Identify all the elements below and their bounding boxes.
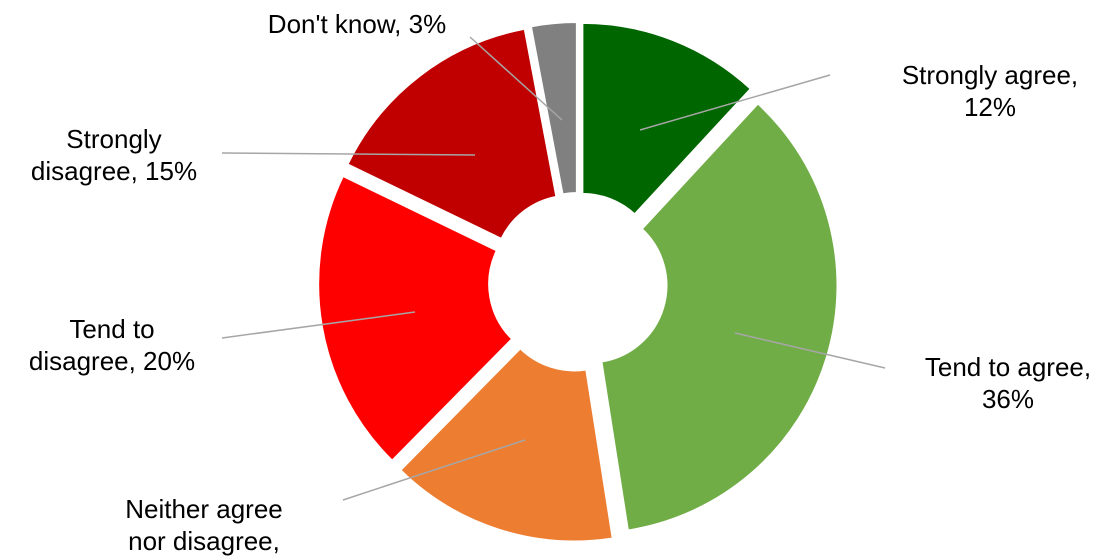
data-label: Neither agree nor disagree,: [125, 494, 283, 556]
data-label-line: Neither agree: [125, 494, 283, 524]
data-label: Don't know, 3%: [268, 9, 446, 39]
data-label-line: Don't know, 3%: [268, 9, 446, 39]
slice-neither-agree-nor-disagree: [398, 346, 614, 543]
chart-leader-lines: [221, 36, 886, 501]
data-label-line: Strongly agree,: [902, 60, 1078, 90]
data-label: Tend to disagree, 20%: [29, 314, 195, 376]
data-label: Strongly disagree, 15%: [31, 124, 197, 186]
data-label-line: Strongly: [66, 124, 161, 154]
chart-data-labels: Strongly agree, 12% Tend to agree, 36% Neith…: [29, 9, 1091, 556]
data-label-line: Tend to agree,: [925, 352, 1091, 382]
leader-line: [221, 152, 476, 156]
data-label-line: 12%: [964, 92, 1016, 122]
leader-line: [639, 74, 831, 131]
data-label: Strongly agree, 12%: [902, 60, 1078, 122]
slice-strongly-disagree: [346, 27, 558, 241]
slice-strongly-agree: [581, 21, 753, 216]
leader-line: [342, 439, 526, 501]
data-label-line: disagree, 15%: [31, 156, 197, 186]
data-label-line: Tend to: [69, 314, 154, 344]
data-label-line: 36%: [982, 384, 1034, 414]
slice-tend-to-disagree: [317, 174, 514, 463]
data-label-line: nor disagree,: [128, 526, 280, 556]
data-label: Tend to agree, 36%: [925, 352, 1091, 414]
slice-tend-to-agree: [600, 102, 839, 532]
data-label-line: disagree, 20%: [29, 346, 195, 376]
slice-don-t-know: [529, 21, 578, 196]
chart-slices: [317, 21, 839, 543]
leader-line: [469, 36, 563, 121]
leader-line: [734, 332, 886, 369]
leader-line: [221, 311, 416, 339]
